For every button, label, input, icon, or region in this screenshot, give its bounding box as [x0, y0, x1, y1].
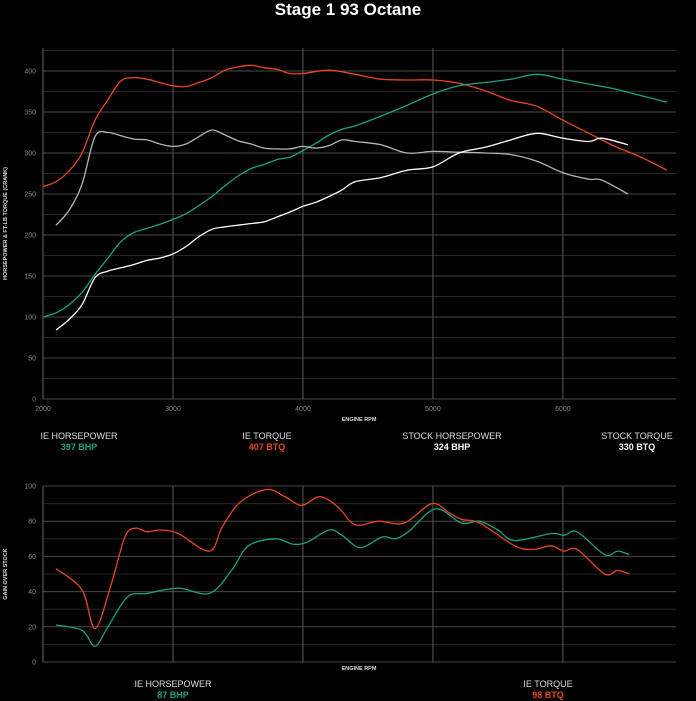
series-line-ie-horsepower [55, 508, 630, 647]
legend-value: 407 BTQ [248, 442, 286, 452]
chart-title: Stage 1 93 Octane [274, 0, 422, 19]
series-line-stock-torque [55, 129, 629, 226]
legend-value: 87 BHP [157, 690, 189, 700]
y-axis-label: GAIN OVER STOCK [3, 548, 9, 600]
y-tick-label: 300 [24, 151, 36, 158]
legend-label: IE HORSEPOWER [134, 679, 212, 689]
y-tick-label: 20 [28, 624, 36, 631]
legend-value: 397 BHP [60, 442, 98, 452]
series-line-ie-horsepower [42, 73, 668, 318]
y-tick-label: 150 [24, 274, 36, 281]
legend-gain-ie-torque: IE TORQUE 98 BTQ [468, 679, 628, 701]
y-axis-label: HORSEPOWER & FT-LB TORQUE (CRANK) [3, 167, 9, 280]
legend-label: IE TORQUE [523, 679, 573, 689]
x-tick-label: 2000 [35, 406, 51, 413]
x-tick-label: 4000 [295, 406, 311, 413]
y-tick-label: 350 [24, 110, 36, 117]
legend-ie-horsepower: IE HORSEPOWER 397 BHP [0, 431, 159, 453]
x-tick-label: 5000 [425, 406, 441, 413]
y-tick-label: 400 [24, 69, 36, 76]
legend-label: STOCK HORSEPOWER [402, 431, 502, 441]
legend-label: IE TORQUE [242, 431, 292, 441]
y-tick-label: 0 [32, 397, 36, 404]
y-tick-label: 100 [24, 315, 36, 322]
gain-chart: 0 20 40 60 80 100 ENGINE RPM GAIN OVER STOCK [3, 484, 676, 672]
legend-value: 98 BTQ [532, 690, 564, 700]
y-tick-label: 200 [24, 233, 36, 240]
y-tick-label: 60 [28, 554, 36, 561]
y-tick-label: 250 [24, 192, 36, 199]
legend-stock-torque: STOCK TORQUE 330 BTQ [557, 431, 696, 453]
series-line-stock-horsepower [55, 132, 629, 331]
legend-stock-horsepower: STOCK HORSEPOWER 324 BHP [372, 431, 532, 453]
legend-gain-ie-horsepower: IE HORSEPOWER 87 BHP [93, 679, 253, 701]
x-axis-label: ENGINE RPM [342, 417, 377, 423]
legend-value: 324 BHP [433, 442, 471, 452]
series-line-ie-torque [55, 488, 630, 630]
x-tick-label: 6000 [555, 406, 571, 413]
x-tick-label: 3000 [165, 406, 181, 413]
series-line-ie-torque [42, 64, 668, 188]
y-tick-label: 40 [28, 589, 36, 596]
y-tick-label: 0 [32, 660, 36, 667]
legend-ie-torque: IE TORQUE 407 BTQ [187, 431, 347, 453]
legend-value: 330 BTQ [618, 442, 656, 452]
x-axis-label: ENGINE RPM [342, 666, 377, 672]
legend-label: IE HORSEPOWER [40, 431, 118, 441]
y-tick-label: 50 [28, 356, 36, 363]
power-torque-chart: 0 50 100 150 200 250 300 350 400 2000 3000 4000 5000… [3, 48, 676, 423]
y-tick-label: 100 [24, 484, 36, 491]
legend-label: STOCK TORQUE [601, 431, 673, 441]
y-tick-label: 80 [28, 519, 36, 526]
